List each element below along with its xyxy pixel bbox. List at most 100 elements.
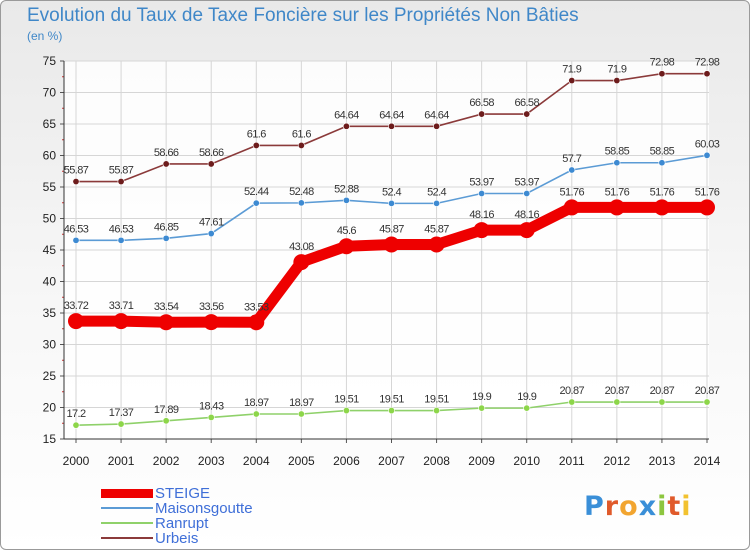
- data-point-urbeis: [297, 141, 305, 149]
- data-point-steige: [68, 313, 84, 330]
- legend-swatch-steige: [101, 489, 153, 498]
- data-label-maisonsgoutte: 46.85: [154, 221, 179, 233]
- data-point-ranrupt: [162, 417, 170, 425]
- data-point-maisonsgoutte: [613, 159, 621, 167]
- x-tick-label: 2001: [108, 454, 135, 468]
- y-tick-label: 30: [43, 338, 57, 352]
- data-label-maisonsgoutte: 53.97: [514, 176, 539, 188]
- data-point-maisonsgoutte: [117, 236, 125, 244]
- proxiti-logo: Proxiti: [584, 491, 692, 522]
- data-label-urbeis: 61.6: [247, 128, 266, 140]
- data-point-ranrupt: [117, 420, 125, 428]
- data-label-maisonsgoutte: 47.61: [199, 217, 224, 229]
- data-label-ranrupt: 19.9: [472, 391, 491, 403]
- data-point-ranrupt: [72, 421, 80, 429]
- x-tick-label: 2007: [378, 454, 405, 468]
- data-label-maisonsgoutte: 58.85: [605, 146, 630, 158]
- data-point-steige: [248, 314, 265, 331]
- data-point-steige: [338, 238, 355, 255]
- data-label-steige: 45.87: [379, 224, 404, 236]
- legend-label-steige: STEIGE: [155, 485, 210, 502]
- data-label-ranrupt: 19.51: [334, 394, 359, 406]
- data-label-ranrupt: 20.87: [650, 385, 675, 397]
- data-point-steige: [158, 314, 175, 331]
- data-point-ranrupt: [387, 407, 395, 415]
- data-point-maisonsgoutte: [387, 199, 395, 207]
- data-point-ranrupt: [613, 398, 621, 406]
- data-label-steige: 51.76: [605, 186, 630, 198]
- data-label-steige: 33.71: [109, 300, 134, 312]
- x-tick-label: 2004: [243, 454, 270, 468]
- data-label-steige: 51.76: [650, 186, 675, 198]
- y-tick-label: 65: [43, 117, 57, 131]
- data-point-maisonsgoutte: [433, 199, 441, 207]
- data-point-maisonsgoutte: [297, 199, 305, 207]
- y-tick-label: 25: [43, 369, 57, 383]
- data-label-ranrupt: 20.87: [605, 385, 630, 397]
- data-point-steige: [113, 313, 130, 330]
- data-point-urbeis: [703, 70, 711, 78]
- y-tick-label: 70: [43, 86, 57, 100]
- data-point-ranrupt: [568, 398, 576, 406]
- y-tick-label: 55: [43, 180, 57, 194]
- data-point-maisonsgoutte: [342, 196, 350, 204]
- data-point-maisonsgoutte: [478, 189, 486, 197]
- data-label-maisonsgoutte: 53.97: [469, 176, 494, 188]
- data-label-urbeis: 64.64: [334, 109, 359, 121]
- data-point-steige: [653, 199, 670, 216]
- data-label-steige: 33.56: [199, 301, 224, 313]
- data-point-ranrupt: [297, 410, 305, 418]
- data-label-urbeis: 58.66: [154, 147, 179, 159]
- data-point-maisonsgoutte: [658, 159, 666, 167]
- chart-title: Evolution du Taux de Taxe Foncière sur l…: [27, 5, 579, 26]
- data-point-urbeis: [387, 122, 395, 130]
- logo-letter: i: [657, 491, 668, 522]
- x-tick-label: 2005: [288, 454, 315, 468]
- legend-label-ranrupt: Ranrupt: [155, 515, 209, 532]
- data-label-urbeis: 71.9: [562, 64, 581, 76]
- data-point-steige: [383, 236, 400, 253]
- data-label-maisonsgoutte: 57.7: [562, 153, 581, 165]
- data-point-urbeis: [117, 178, 125, 186]
- y-tick-label: 75: [43, 54, 57, 68]
- data-point-urbeis: [613, 77, 621, 85]
- data-label-steige: 43.08: [289, 241, 314, 253]
- data-label-steige: 51.76: [695, 186, 720, 198]
- x-tick-label: 2006: [333, 454, 360, 468]
- legend-label-maisonsgoutte: Maisonsgoutte: [155, 500, 253, 517]
- data-point-steige: [293, 254, 310, 271]
- data-label-ranrupt: 18.97: [244, 397, 269, 409]
- data-label-urbeis: 64.64: [379, 109, 404, 121]
- y-tick-label: 60: [43, 149, 57, 163]
- data-point-steige: [608, 199, 625, 216]
- x-tick-label: 2010: [513, 454, 540, 468]
- data-point-steige: [428, 236, 445, 253]
- data-label-ranrupt: 19.9: [517, 391, 536, 403]
- data-point-maisonsgoutte: [703, 151, 711, 159]
- data-label-urbeis: 61.6: [292, 128, 311, 140]
- data-label-urbeis: 71.9: [607, 64, 626, 76]
- data-label-urbeis: 64.64: [424, 109, 449, 121]
- data-point-maisonsgoutte: [162, 234, 170, 242]
- data-label-maisonsgoutte: 52.48: [289, 186, 314, 198]
- data-point-steige: [473, 222, 490, 239]
- y-tick-label: 40: [43, 275, 57, 289]
- x-tick-label: 2003: [198, 454, 225, 468]
- data-label-steige: 45.6: [337, 225, 356, 237]
- logo-letter: P: [584, 491, 605, 522]
- data-point-urbeis: [433, 122, 441, 130]
- x-tick-label: 2008: [423, 454, 450, 468]
- data-label-urbeis: 66.58: [469, 97, 494, 109]
- data-label-ranrupt: 20.87: [695, 385, 720, 397]
- data-point-ranrupt: [252, 410, 260, 418]
- data-label-steige: 33.54: [154, 301, 179, 313]
- data-label-maisonsgoutte: 52.88: [334, 183, 359, 195]
- data-point-ranrupt: [703, 398, 711, 406]
- logo-letter: r: [604, 491, 620, 522]
- logo-letter: t: [667, 491, 682, 522]
- chart-subtitle: (en %): [27, 29, 63, 43]
- data-label-ranrupt: 19.51: [424, 394, 449, 406]
- data-point-steige: [563, 199, 580, 216]
- data-label-maisonsgoutte: 46.53: [109, 223, 134, 235]
